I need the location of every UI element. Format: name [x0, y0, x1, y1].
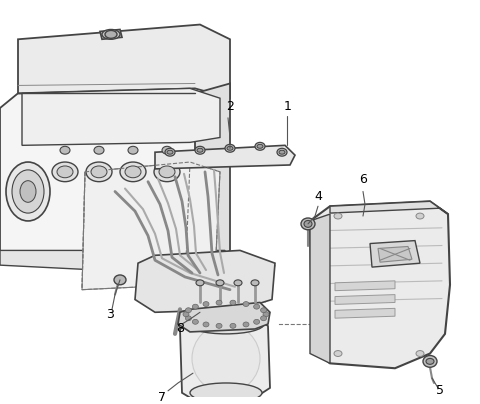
Ellipse shape [192, 319, 198, 324]
Text: 8: 8 [176, 322, 184, 335]
Polygon shape [180, 316, 270, 401]
Ellipse shape [102, 29, 120, 39]
Ellipse shape [196, 280, 204, 286]
Ellipse shape [216, 300, 222, 305]
Ellipse shape [188, 314, 264, 334]
Text: 7: 7 [158, 391, 166, 404]
Ellipse shape [234, 280, 242, 286]
Ellipse shape [243, 322, 249, 327]
Ellipse shape [230, 323, 236, 328]
Text: 2: 2 [226, 99, 234, 113]
Ellipse shape [216, 323, 222, 328]
Ellipse shape [120, 162, 146, 182]
Polygon shape [330, 201, 448, 214]
Polygon shape [100, 29, 122, 39]
Ellipse shape [334, 351, 342, 356]
Ellipse shape [255, 142, 265, 150]
Polygon shape [0, 93, 225, 265]
Ellipse shape [195, 146, 205, 154]
Ellipse shape [125, 166, 141, 178]
Ellipse shape [94, 146, 104, 154]
Ellipse shape [279, 150, 285, 154]
Ellipse shape [12, 170, 44, 213]
Text: 5: 5 [436, 384, 444, 398]
Ellipse shape [197, 148, 203, 152]
Ellipse shape [227, 146, 233, 150]
Ellipse shape [304, 221, 312, 227]
Ellipse shape [225, 144, 235, 152]
Ellipse shape [257, 144, 263, 148]
Polygon shape [22, 88, 220, 145]
Ellipse shape [216, 280, 224, 286]
Ellipse shape [203, 301, 209, 307]
Ellipse shape [185, 316, 192, 321]
Ellipse shape [190, 383, 262, 403]
Polygon shape [335, 281, 395, 290]
Ellipse shape [301, 218, 315, 230]
Polygon shape [335, 295, 395, 305]
Text: 4: 4 [314, 190, 322, 203]
Ellipse shape [185, 308, 192, 313]
Ellipse shape [192, 304, 198, 309]
Ellipse shape [230, 300, 236, 305]
Ellipse shape [60, 146, 70, 154]
Text: 1: 1 [284, 99, 292, 113]
Polygon shape [18, 25, 230, 98]
Polygon shape [0, 250, 225, 275]
Ellipse shape [6, 162, 50, 221]
Polygon shape [135, 250, 275, 312]
Ellipse shape [52, 162, 78, 182]
Text: 3: 3 [106, 308, 114, 321]
Polygon shape [370, 241, 420, 267]
Polygon shape [335, 308, 395, 318]
Ellipse shape [183, 312, 189, 317]
Ellipse shape [105, 30, 117, 38]
Ellipse shape [154, 162, 180, 182]
Ellipse shape [57, 166, 73, 178]
Ellipse shape [167, 150, 173, 154]
Polygon shape [178, 303, 270, 332]
Ellipse shape [423, 356, 437, 367]
Ellipse shape [128, 146, 138, 154]
Ellipse shape [86, 162, 112, 182]
Ellipse shape [261, 308, 266, 313]
Polygon shape [82, 162, 220, 290]
Ellipse shape [416, 213, 424, 219]
Ellipse shape [114, 275, 126, 285]
Polygon shape [195, 84, 230, 265]
Ellipse shape [253, 304, 260, 309]
Ellipse shape [162, 146, 172, 154]
Polygon shape [310, 201, 450, 368]
Polygon shape [155, 145, 295, 169]
Ellipse shape [277, 148, 287, 156]
Ellipse shape [165, 148, 175, 156]
Polygon shape [310, 214, 330, 363]
Ellipse shape [203, 322, 209, 327]
Ellipse shape [159, 166, 175, 178]
Ellipse shape [416, 351, 424, 356]
Ellipse shape [243, 301, 249, 307]
Ellipse shape [261, 316, 266, 321]
Text: 6: 6 [359, 173, 367, 186]
Ellipse shape [253, 319, 260, 324]
Polygon shape [378, 246, 412, 262]
Ellipse shape [426, 358, 434, 364]
Ellipse shape [334, 213, 342, 219]
Ellipse shape [91, 166, 107, 178]
Ellipse shape [263, 312, 269, 317]
Ellipse shape [251, 280, 259, 286]
Ellipse shape [192, 324, 260, 393]
Ellipse shape [20, 181, 36, 202]
